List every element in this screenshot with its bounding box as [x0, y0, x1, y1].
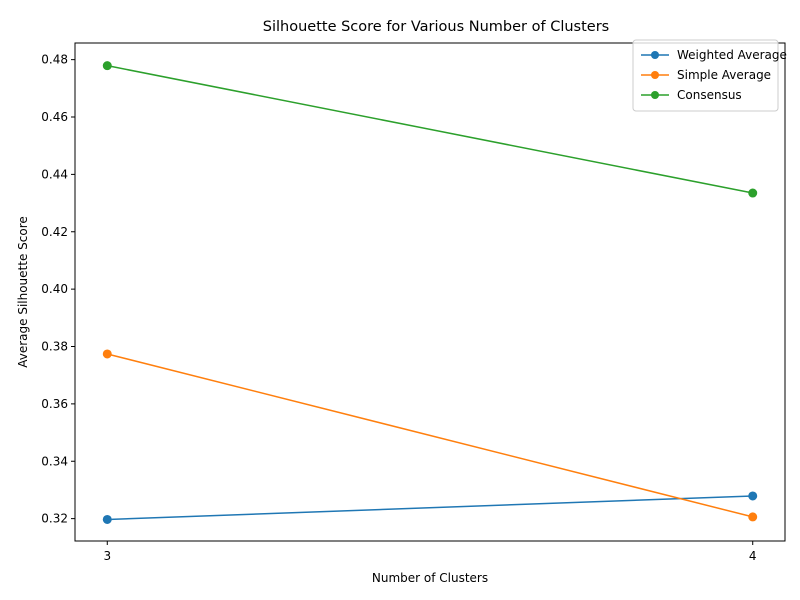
legend-label: Weighted Average — [677, 48, 787, 62]
series-simple-average — [102, 349, 758, 522]
y-tick-label: 0.44 — [41, 167, 68, 181]
series-layer — [102, 61, 758, 524]
series-line-weighted-average — [107, 495, 753, 521]
legend-item-weighted-average: Weighted Average — [641, 48, 787, 62]
legend-swatch-marker — [651, 71, 659, 79]
series-consensus — [102, 61, 758, 198]
y-tick-label: 0.48 — [41, 53, 68, 67]
y-tick-label: 0.34 — [41, 454, 68, 468]
data-point-weighted-average — [102, 514, 112, 524]
y-tick-label: 0.32 — [41, 512, 68, 526]
y-tick-label: 0.40 — [41, 282, 68, 296]
legend-item-simple-average: Simple Average — [641, 68, 771, 82]
series-line-simple-average — [107, 353, 753, 518]
y-tick-label: 0.46 — [41, 110, 68, 124]
series-line-consensus — [107, 64, 753, 194]
data-point-consensus — [102, 61, 112, 71]
y-axis-label: Average Silhouette Score — [16, 216, 30, 368]
legend-frame — [632, 39, 779, 112]
legend-swatch-marker — [651, 91, 659, 99]
plot-frame — [74, 42, 786, 542]
data-point-simple-average — [748, 512, 758, 522]
series-weighted-average — [102, 491, 758, 524]
data-point-consensus — [748, 188, 758, 198]
data-point-weighted-average — [748, 491, 758, 501]
legend-item-consensus: Consensus — [641, 88, 742, 102]
x-tick-label: 4 — [749, 549, 757, 563]
y-tick-label: 0.38 — [41, 340, 68, 354]
y-axis-ticks: 0.32 0.34 0.36 0.38 0.40 0.42 0.44 0.46 0.48 — [41, 53, 75, 526]
legend: Weighted Average Simple Average Consensus — [632, 39, 787, 112]
legend-swatch-marker — [651, 51, 659, 59]
legend-label: Consensus — [677, 88, 742, 102]
x-tick-label: 3 — [103, 549, 111, 563]
legend-label: Simple Average — [677, 68, 771, 82]
x-axis-label: Number of Clusters — [372, 571, 488, 585]
y-tick-label: 0.42 — [41, 225, 68, 239]
data-point-simple-average — [102, 349, 112, 359]
y-tick-label: 0.36 — [41, 397, 68, 411]
plot-area — [74, 42, 786, 542]
chart-title: Silhouette Score for Various Number of C… — [263, 19, 609, 35]
